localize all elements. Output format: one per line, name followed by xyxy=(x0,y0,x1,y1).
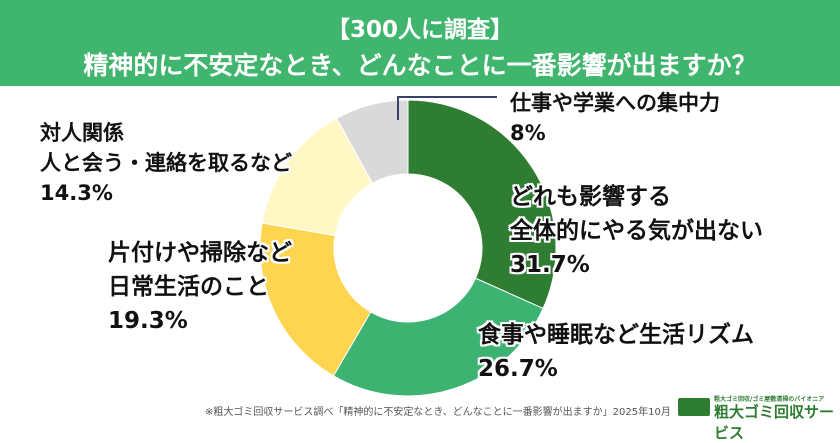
header-banner: 【300人に調査】 精神的に不安定なとき、どんなことに一番影響が出ますか？ xyxy=(0,0,840,86)
label-concentration: 仕事や学業への集中力 8% xyxy=(510,91,720,145)
donut-slice-1 xyxy=(332,277,544,397)
truck-icon xyxy=(678,398,710,416)
question-title: 精神的に不安定なとき、どんなことに一番影響が出ますか？ xyxy=(83,51,757,80)
source-footnote: ※粗大ゴミ回収サービス調べ「精神的に不安定なとき、どんなことに一番影響が出ますか… xyxy=(205,407,671,418)
donut-slice-4 xyxy=(336,99,409,184)
label-relationships: 対人関係 人と会う・連絡を取るなど 14.3% xyxy=(40,121,292,205)
label-lifestyle: 食事や睡眠など生活リズム 26.7% xyxy=(478,322,754,382)
brand-logo: 粗大ゴミ回収/ゴミ屋敷清掃のパイオニア 粗大ゴミ回収サービス xyxy=(676,394,836,442)
donut-chart xyxy=(259,96,557,397)
donut-slice-0 xyxy=(407,99,557,310)
donut-slice-2 xyxy=(259,222,372,377)
label-daily-life: 片付けや掃除など 日常生活のこと 19.3% xyxy=(108,240,292,334)
leader-line xyxy=(397,96,497,120)
label-motivation: どれも影響する 全体的にやる気が出ない 31.7% xyxy=(510,184,763,278)
survey-title: 【300人に調査】 xyxy=(326,17,513,43)
